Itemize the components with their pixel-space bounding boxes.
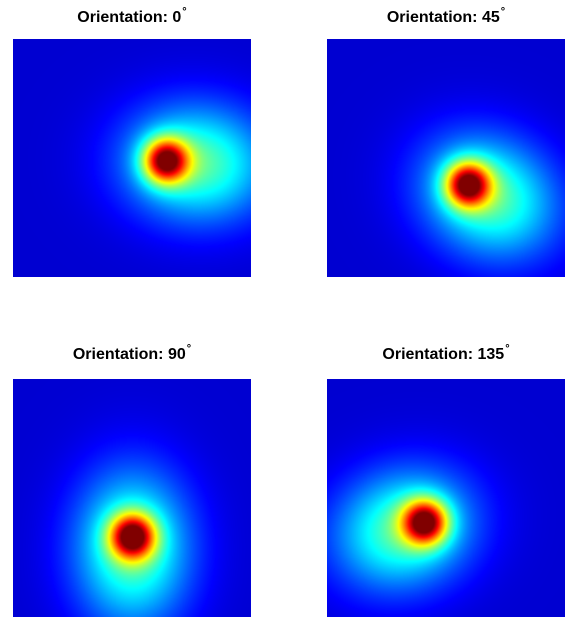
panel-title: Orientation: 135° xyxy=(306,343,573,364)
heatmap-plot xyxy=(327,39,565,277)
orientation-value: 135 xyxy=(477,346,505,363)
degree-mark: ° xyxy=(505,343,510,355)
panel-title: Orientation: 90° xyxy=(0,343,272,364)
heatmap-plot xyxy=(13,379,251,617)
orientation-value: 90 xyxy=(167,346,186,363)
title-prefix: Orientation: xyxy=(72,346,168,363)
heatmap-plot xyxy=(327,379,565,617)
panel-title: Orientation: 0° xyxy=(0,6,272,27)
heatmap-plot xyxy=(13,39,251,277)
degree-mark: ° xyxy=(500,6,506,18)
title-prefix: Orientation: xyxy=(386,9,482,26)
degree-mark: ° xyxy=(186,343,192,355)
orientation-value: 45 xyxy=(481,9,500,26)
title-prefix: Orientation: xyxy=(382,346,478,363)
orientation-value: 0 xyxy=(172,9,182,26)
title-prefix: Orientation: xyxy=(77,9,173,26)
panel-title: Orientation: 45° xyxy=(306,6,573,27)
degree-mark: ° xyxy=(182,6,187,18)
